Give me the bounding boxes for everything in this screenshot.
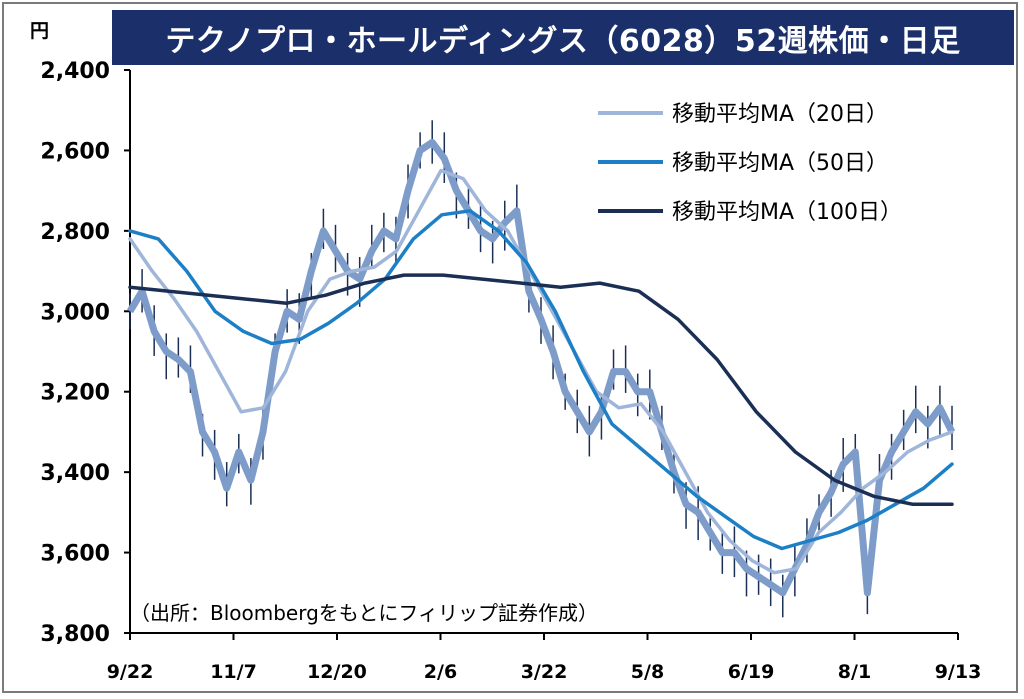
ma-line-3 xyxy=(128,273,954,507)
y-tick-label: 2,800 xyxy=(40,220,110,245)
x-tick-label: 6/19 xyxy=(728,661,775,683)
y-tick-label: 2,600 xyxy=(40,139,110,164)
y-tick-label: 2,400 xyxy=(40,59,110,84)
legend-label-2: 移動平均MA（50日） xyxy=(672,151,888,176)
legend-label-1: 移動平均MA（20日） xyxy=(672,102,888,127)
ma-line-1 xyxy=(128,168,954,575)
price-series-line xyxy=(127,138,956,597)
legend-label-3: 移動平均MA（100日） xyxy=(672,200,902,225)
x-tick-label: 9/13 xyxy=(935,661,982,683)
source-note: （出所：Bloombergをもとにフィリップ証券作成） xyxy=(130,601,598,625)
x-tick-label: 12/20 xyxy=(307,661,367,683)
y-tick-label: 3,600 xyxy=(40,542,110,567)
x-tick-label: 11/7 xyxy=(210,661,257,683)
y-tick-label: 3,400 xyxy=(40,461,110,486)
y-tick-label: 3,200 xyxy=(40,381,110,406)
y-tick-label: 3,800 xyxy=(40,622,110,647)
chart-title: テクノプロ・ホールディングス（6028）52週株価・日足 xyxy=(112,10,1014,65)
x-tick-label: 3/22 xyxy=(521,661,568,683)
x-tick-label: 9/22 xyxy=(107,661,154,683)
y-tick-label: 3,000 xyxy=(40,300,110,325)
x-tick-label: 2/6 xyxy=(424,661,457,683)
ma-line-2 xyxy=(128,209,954,551)
y-unit-label: 円 xyxy=(30,20,50,42)
x-tick-label: 8/1 xyxy=(838,661,871,683)
x-tick-label: 5/8 xyxy=(631,661,664,683)
